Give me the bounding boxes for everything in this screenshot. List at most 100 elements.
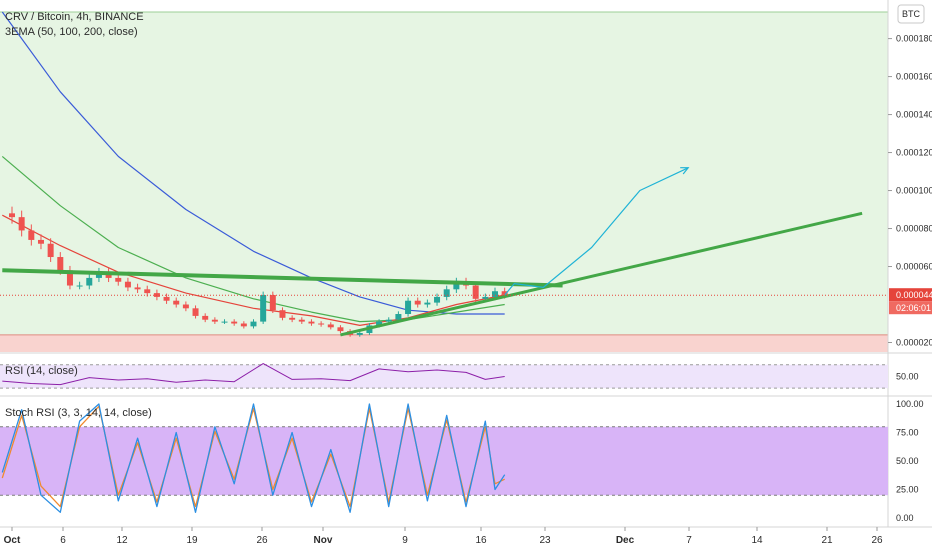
time-axis[interactable]: Oct 6 12 19 26 Nov 9 16 23 Dec 7 14 21 26 (4, 527, 883, 546)
candle-body (308, 321, 315, 324)
stoch-tick-label: 0.00 (896, 513, 914, 523)
currency-badge-box (897, 4, 925, 24)
candle-body (95, 272, 102, 278)
candle-body (66, 270, 73, 286)
candle-body (405, 300, 412, 315)
stoch-tick-label: 75.00 (896, 428, 919, 438)
candle-body (472, 285, 479, 299)
rsi-series (0, 363, 888, 389)
candle-body (260, 295, 267, 322)
candle-body (424, 302, 431, 305)
rsi-tick-label: 50.00 (896, 371, 919, 381)
projection-arrow-path (504, 167, 689, 296)
candle-body (492, 291, 498, 297)
stoch-legend[interactable]: Stoch RSI (3, 3, 14, 14, close) (5, 407, 152, 419)
candle-body (434, 296, 441, 303)
time-tick-label: Nov (314, 535, 333, 546)
candle-body (86, 277, 93, 286)
time-tick-label: 26 (871, 535, 883, 546)
stoch-tick-label: 25.00 (896, 485, 919, 495)
stoch-pane[interactable] (0, 403, 888, 513)
candle-body (163, 296, 170, 301)
currency-badge[interactable]: BTC (897, 4, 925, 24)
time-tick-label: Oct (4, 535, 21, 546)
candle-body (395, 314, 402, 320)
resistance-trendline (2, 268, 563, 288)
candle-body (37, 239, 44, 244)
price-pane[interactable] (0, 0, 888, 352)
countdown-label: 02:06:01 (896, 303, 931, 313)
red-zone (0, 334, 888, 352)
candle-body (182, 304, 189, 309)
time-tick-label: 9 (402, 535, 408, 546)
time-tick-label: 19 (186, 535, 198, 546)
candle-body (356, 333, 363, 335)
candle-body (289, 317, 296, 320)
time-tick-label: 7 (686, 535, 692, 546)
candle-body (240, 323, 247, 327)
candle-body (76, 285, 83, 287)
candle-body (318, 323, 325, 325)
candle-body (414, 300, 421, 305)
time-tick-label: Dec (616, 535, 635, 546)
candle-body (231, 321, 238, 324)
candle-body (28, 230, 35, 240)
candle-body (250, 321, 257, 327)
candle-body (47, 243, 54, 258)
candle-body (376, 321, 383, 326)
candle-body (18, 217, 25, 231)
candle-body (9, 213, 15, 218)
rsi-legend[interactable]: RSI (14, close) (5, 365, 78, 377)
candle-body (173, 300, 180, 305)
price-series (0, 11, 888, 337)
price-gridlines (0, 11, 888, 336)
candle-body (298, 319, 305, 322)
candle-body (385, 319, 392, 322)
candle-body (269, 295, 276, 311)
rsi-pane[interactable] (0, 363, 888, 389)
stoch-tick-label: 100.00 (896, 399, 924, 409)
time-tick-label: 12 (116, 535, 128, 546)
ema-legend[interactable]: 3EMA (50, 100, 200, close) (5, 26, 138, 38)
candle-body (453, 281, 460, 290)
time-tick-label: 26 (256, 535, 268, 546)
candle-body (482, 296, 489, 299)
candle-body (202, 315, 209, 320)
projection-arrowhead (680, 167, 690, 175)
candle-body (279, 310, 286, 318)
candle-body (192, 308, 199, 316)
countdown-tag (889, 301, 932, 315)
time-tick-label: 16 (475, 535, 487, 546)
time-tick-label: 23 (539, 535, 551, 546)
rsi-band (0, 364, 888, 389)
time-tick-label: 21 (821, 535, 833, 546)
candle-body (443, 289, 450, 297)
candle-body (124, 281, 131, 288)
stoch-band (0, 426, 888, 496)
time-tick-label: 14 (751, 535, 763, 546)
symbol-title: CRV / Bitcoin, 4h, BINANCE (5, 11, 144, 23)
stoch-tick-label: 50.00 (896, 456, 919, 466)
candle-body (115, 277, 122, 282)
stoch-k-line (1, 403, 506, 513)
rsi-line (2, 363, 505, 386)
last-price-tag (889, 288, 932, 302)
time-tick-label: 6 (60, 535, 66, 546)
candle-body (501, 291, 508, 296)
stoch-series (0, 403, 888, 513)
candle-body (337, 327, 344, 332)
last-price-label: 0.0000449 (896, 290, 932, 300)
candle-body (134, 287, 141, 290)
currency-badge-label: BTC (902, 9, 921, 19)
candle-body (211, 319, 218, 322)
candle-body (144, 289, 151, 294)
